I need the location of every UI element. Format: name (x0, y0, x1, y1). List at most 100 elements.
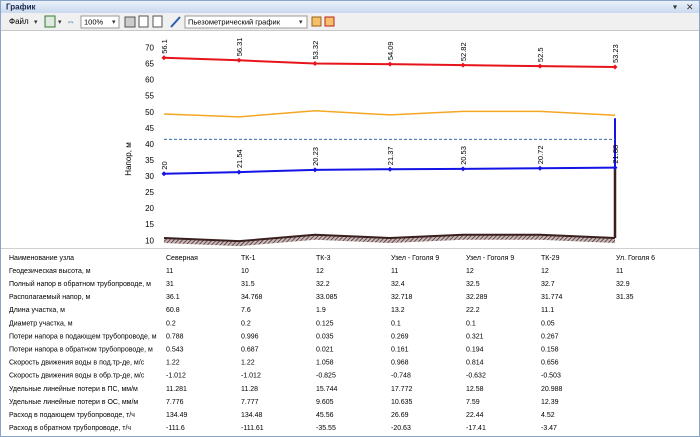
table-cell: 9.605 (316, 399, 334, 406)
table-cell: 11 (391, 268, 398, 275)
table-cell: 32.4 (391, 281, 405, 288)
table-cell: 1.058 (316, 360, 334, 367)
table-cell: -0.825 (316, 373, 336, 380)
window-title: График (6, 3, 36, 12)
file-menu[interactable]: Файл (9, 17, 29, 26)
table-cell: 7.6 (241, 307, 251, 314)
table-cell: 11.28 (241, 386, 258, 393)
row-label: Диаметр участка, м (9, 320, 73, 327)
table-cell: 31.5 (241, 281, 255, 288)
row-label: Располагаемый напор, м (9, 293, 90, 301)
y-tick-label: 45 (145, 124, 154, 133)
table-cell: 12.39 (541, 399, 559, 406)
table-cell: 33.085 (316, 294, 338, 301)
fit-icon[interactable]: ⇔ (66, 16, 75, 26)
dropdown-arrow: ▾ (299, 19, 303, 26)
point-annotation: 21.54 (235, 149, 244, 168)
table-cell: -20.63 (391, 425, 411, 432)
table-cell: -0.632 (466, 373, 486, 380)
table-header: Узел - Гоголя 9 (391, 255, 439, 262)
table-cell: 4.52 (541, 412, 555, 419)
table-header: ТК-1 (241, 255, 256, 262)
table-cell: -0.748 (391, 373, 411, 380)
row-label: Потери напора в подающем трубопроводе, м (9, 332, 157, 340)
preview-icon[interactable] (138, 15, 149, 28)
table-header: Наименование узла (9, 255, 74, 262)
table-cell: 22.2 (466, 307, 480, 314)
toolbar (1, 13, 699, 30)
table-cell: 0.321 (466, 333, 484, 340)
table-cell: 17.772 (391, 386, 413, 393)
print-icon[interactable] (124, 16, 136, 28)
table-cell: 31.35 (616, 294, 634, 301)
icon[interactable] (44, 15, 56, 28)
table-cell: 15.744 (316, 386, 338, 393)
table-cell: 1.22 (241, 360, 255, 367)
marker (537, 63, 543, 69)
row-label: Расход в обратном трубопроводе, т/ч (9, 424, 131, 432)
close-button[interactable]: ✕ (686, 2, 694, 12)
terrain-hatch (164, 234, 615, 247)
point-annotation: 56.31 (235, 38, 244, 57)
table-cell: 0.543 (166, 347, 184, 354)
table-cell: 1.9 (316, 307, 326, 314)
table-cell: 45.56 (316, 412, 334, 419)
row-label: Полный напор в обратном трубопроводе, м (9, 280, 151, 288)
table-cell: 22.44 (466, 412, 484, 419)
page-icon[interactable] (152, 15, 163, 28)
point-annotation: 20 (160, 161, 169, 169)
icon[interactable] (324, 16, 335, 27)
table-cell: 12 (316, 268, 324, 275)
table-cell: 10.635 (391, 399, 413, 406)
table-cell: -111.61 (241, 425, 264, 432)
point-annotation: 54.09 (386, 41, 395, 60)
table-header: Северная (166, 255, 198, 262)
row-label: Удельные линейные потери в ПС, мм/м (9, 385, 138, 393)
row-label: Потери напора в обратном трубопроводе, м (9, 346, 153, 354)
row-label: Длина участка, м (9, 307, 65, 314)
table-header: ТК-3 (316, 255, 331, 262)
table-cell: 32.289 (466, 294, 488, 301)
table-cell: 0.035 (316, 333, 334, 340)
table-cell: 32.9 (616, 281, 630, 288)
y-tick-label: 40 (145, 140, 154, 149)
dropdown-arrow[interactable]: ▾ (58, 19, 62, 26)
point-annotation: 21.37 (386, 146, 395, 165)
table-cell: -0.503 (541, 373, 561, 380)
point-annotation: 52.5 (536, 47, 545, 62)
marker (312, 167, 318, 173)
table-cell: -1.012 (166, 373, 186, 380)
chart-select-value: Пьезометрический график (188, 17, 281, 26)
edit-icon[interactable] (170, 16, 181, 28)
menu-button[interactable]: ▾ (673, 3, 677, 12)
table-cell: 0.996 (241, 333, 259, 340)
series-line (163, 233, 616, 243)
table-cell: 0.161 (391, 347, 409, 354)
table-cell: -35.55 (316, 425, 336, 432)
dropdown-arrow[interactable]: ▾ (34, 19, 38, 26)
marker (460, 62, 466, 68)
y-tick-label: 30 (145, 172, 154, 181)
table-cell: 36.1 (166, 294, 180, 301)
marker (236, 169, 242, 175)
table-cell: 32.718 (391, 294, 413, 301)
marker (537, 165, 543, 171)
table-cell: 32.7 (541, 281, 555, 288)
table-header: ТК-29 (541, 255, 560, 262)
table-header: Ул. Гоголя 6 (616, 255, 655, 262)
row-label: Удельные линейные потери в ОС, мм/м (9, 398, 138, 406)
y-tick-label: 60 (145, 76, 154, 85)
point-annotation: 21.88 (611, 145, 620, 164)
y-tick-label: 70 (145, 44, 154, 53)
point-annotation: 20.23 (311, 147, 320, 166)
table-cell: 26.69 (391, 412, 409, 419)
table-cell: 13.2 (391, 307, 405, 314)
zoom-select[interactable] (80, 15, 120, 29)
icon[interactable] (311, 16, 322, 27)
row-label: Расход в подающем трубопроводе, т/ч (9, 411, 135, 419)
marker (161, 171, 167, 177)
table-cell: 0.267 (541, 333, 559, 340)
y-tick-label: 55 (145, 92, 154, 101)
chart-select[interactable] (184, 15, 308, 29)
table-header: Узел - Гоголя 9 (466, 255, 514, 262)
